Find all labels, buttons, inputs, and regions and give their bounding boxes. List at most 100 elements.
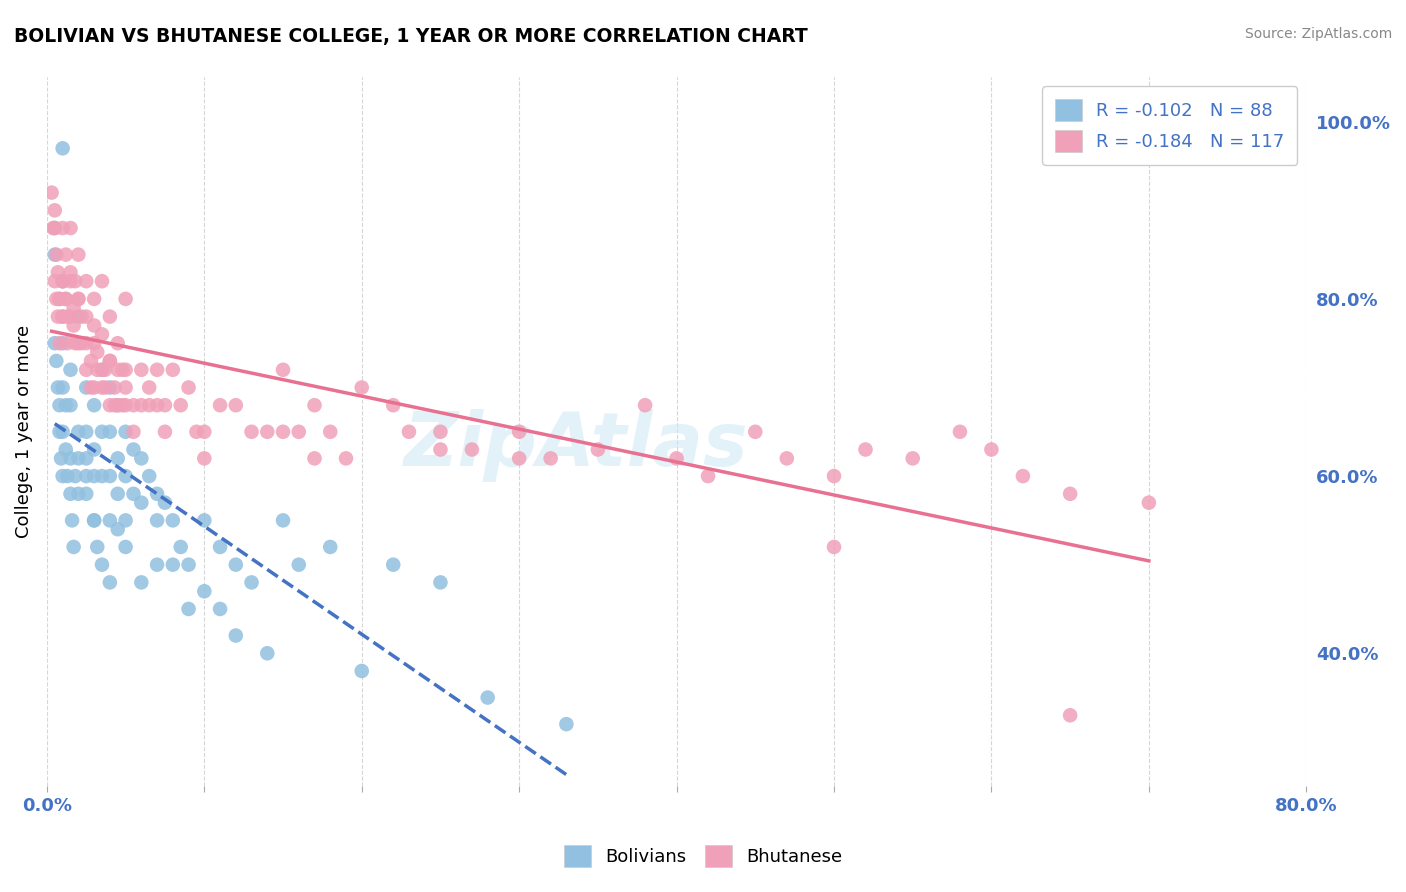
Point [62,540,84,554]
Point [122,442,145,457]
Point [75,469,97,483]
Point [949,425,972,439]
Point [114,513,136,527]
Point [83,380,105,394]
Point [225,398,247,412]
Point [823,469,845,483]
Point [52,274,75,288]
Point [67,336,90,351]
Point [153,425,176,439]
Point [59,274,82,288]
Point [429,442,451,457]
Point [186,425,208,439]
Point [83,336,105,351]
Point [146,398,169,412]
Point [52,310,75,324]
Point [46,310,69,324]
Point [98,354,121,368]
Point [114,363,136,377]
Point [83,292,105,306]
Point [55,398,77,412]
Point [170,398,193,412]
Point [91,469,114,483]
Point [45,354,67,368]
Point [634,398,657,412]
Point [91,363,114,377]
Point [146,513,169,527]
Point [56,336,79,351]
Point [776,451,799,466]
Point [55,292,77,306]
Point [86,345,108,359]
Point [55,292,77,306]
Point [75,274,97,288]
Point [1012,469,1035,483]
Point [665,451,688,466]
Point [44,274,66,288]
Point [48,398,70,412]
Point [59,363,82,377]
Point [138,398,160,412]
Point [193,451,215,466]
Point [91,363,114,377]
Point [44,336,66,351]
Point [59,398,82,412]
Point [52,380,75,394]
Point [83,442,105,457]
Point [131,398,153,412]
Point [131,451,153,466]
Point [177,558,200,572]
Point [540,451,562,466]
Point [46,265,69,279]
Point [107,451,129,466]
Point [98,513,121,527]
Point [508,425,530,439]
Point [65,274,87,288]
Point [52,310,75,324]
Point [382,398,405,412]
Point [44,221,66,235]
Point [107,522,129,536]
Point [131,496,153,510]
Point [67,247,90,261]
Point [91,327,114,342]
Point [75,380,97,394]
Point [162,513,184,527]
Point [193,584,215,599]
Point [271,513,294,527]
Point [67,310,90,324]
Point [114,398,136,412]
Point [122,425,145,439]
Point [86,540,108,554]
Point [70,336,93,351]
Point [59,487,82,501]
Point [114,292,136,306]
Point [209,540,232,554]
Point [83,513,105,527]
Point [107,398,129,412]
Point [114,540,136,554]
Point [52,336,75,351]
Point [44,247,66,261]
Point [45,247,67,261]
Point [48,292,70,306]
Point [107,336,129,351]
Point [980,442,1002,457]
Point [83,513,105,527]
Point [225,628,247,642]
Point [75,487,97,501]
Point [75,363,97,377]
Point [52,274,75,288]
Point [131,575,153,590]
Point [41,186,63,200]
Point [44,203,66,218]
Point [75,336,97,351]
Point [83,469,105,483]
Point [91,425,114,439]
Point [75,310,97,324]
Point [67,292,90,306]
Point [75,451,97,466]
Point [111,363,134,377]
Point [55,442,77,457]
Point [153,496,176,510]
